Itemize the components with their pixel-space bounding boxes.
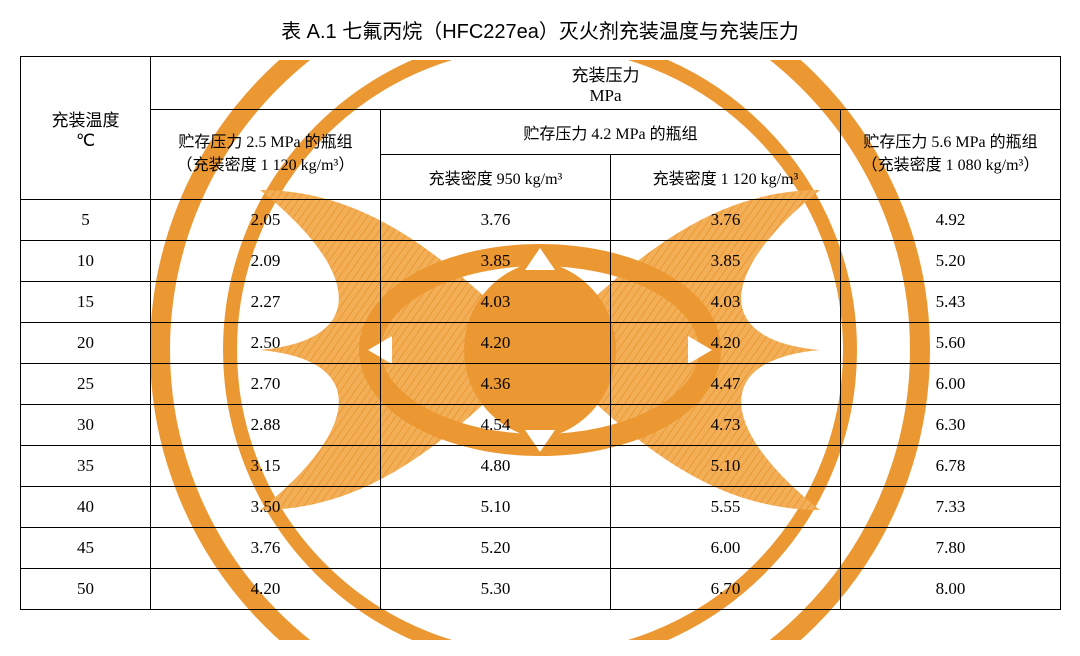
cell-p42-950: 3.76 (381, 200, 611, 241)
cell-p25: 2.09 (151, 241, 381, 282)
hdr-col3: 贮存压力 5.6 MPa 的瓶组 （充装密度 1 080 kg/m³） (841, 110, 1061, 200)
cell-p42-1120: 4.73 (611, 405, 841, 446)
cell-p25: 4.20 (151, 569, 381, 610)
cell-temp: 30 (21, 405, 151, 446)
cell-p42-950: 4.03 (381, 282, 611, 323)
table-row: 504.205.306.708.00 (21, 569, 1061, 610)
cell-p56: 5.20 (841, 241, 1061, 282)
table-row: 453.765.206.007.80 (21, 528, 1061, 569)
cell-p42-950: 5.20 (381, 528, 611, 569)
hdr-col1-l1: 贮存压力 2.5 MPa 的瓶组 (151, 132, 380, 154)
cell-temp: 50 (21, 569, 151, 610)
cell-p56: 5.60 (841, 323, 1061, 364)
cell-p25: 2.70 (151, 364, 381, 405)
cell-temp: 15 (21, 282, 151, 323)
hdr-col1: 贮存压力 2.5 MPa 的瓶组 （充装密度 1 120 kg/m³） (151, 110, 381, 200)
table-row: 302.884.544.736.30 (21, 405, 1061, 446)
cell-p42-1120: 3.85 (611, 241, 841, 282)
hdr-col2a: 充装密度 950 kg/m³ (381, 155, 611, 200)
cell-p42-1120: 3.76 (611, 200, 841, 241)
cell-temp: 10 (21, 241, 151, 282)
cell-p42-950: 4.20 (381, 323, 611, 364)
table-row: 353.154.805.106.78 (21, 446, 1061, 487)
table-row: 102.093.853.855.20 (21, 241, 1061, 282)
hdr-col1-l2: （充装密度 1 120 kg/m³） (151, 155, 380, 177)
cell-p25: 2.50 (151, 323, 381, 364)
table-row: 252.704.364.476.00 (21, 364, 1061, 405)
cell-temp: 5 (21, 200, 151, 241)
cell-p25: 2.88 (151, 405, 381, 446)
table-row: 403.505.105.557.33 (21, 487, 1061, 528)
cell-p25: 3.76 (151, 528, 381, 569)
hdr-press: 充装压力 MPa (151, 57, 1061, 110)
hdr-col2b: 充装密度 1 120 kg/m³ (611, 155, 841, 200)
cell-temp: 25 (21, 364, 151, 405)
cell-p42-1120: 4.03 (611, 282, 841, 323)
cell-p25: 2.05 (151, 200, 381, 241)
cell-p42-950: 5.10 (381, 487, 611, 528)
cell-p42-1120: 6.00 (611, 528, 841, 569)
hdr-press-label: 充装压力 (151, 61, 1060, 86)
cell-p25: 3.15 (151, 446, 381, 487)
cell-temp: 20 (21, 323, 151, 364)
cell-p56: 6.78 (841, 446, 1061, 487)
hdr-col3-l1: 贮存压力 5.6 MPa 的瓶组 (841, 132, 1060, 154)
cell-temp: 35 (21, 446, 151, 487)
table-row: 202.504.204.205.60 (21, 323, 1061, 364)
cell-p42-950: 5.30 (381, 569, 611, 610)
cell-p42-950: 4.36 (381, 364, 611, 405)
cell-p56: 7.80 (841, 528, 1061, 569)
cell-temp: 40 (21, 487, 151, 528)
pressure-table: 充装温度 ℃ 充装压力 MPa 贮存压力 2.5 MPa 的瓶组 （充装密度 1… (20, 56, 1061, 610)
cell-p56: 8.00 (841, 569, 1061, 610)
table-body: 52.053.763.764.92102.093.853.855.20152.2… (21, 200, 1061, 610)
table-title: 表 A.1 七氟丙烷（HFC227ea）灭火剂充装温度与充装压力 (0, 0, 1080, 56)
cell-p56: 5.43 (841, 282, 1061, 323)
hdr-temp-unit: ℃ (21, 131, 150, 151)
hdr-temp-label: 充装温度 (21, 106, 150, 131)
hdr-temp: 充装温度 ℃ (21, 57, 151, 200)
cell-p56: 6.30 (841, 405, 1061, 446)
cell-p56: 4.92 (841, 200, 1061, 241)
cell-p42-950: 4.54 (381, 405, 611, 446)
cell-p25: 2.27 (151, 282, 381, 323)
table-row: 52.053.763.764.92 (21, 200, 1061, 241)
hdr-col2-span: 贮存压力 4.2 MPa 的瓶组 (381, 110, 841, 155)
cell-p42-950: 4.80 (381, 446, 611, 487)
table-row: 152.274.034.035.43 (21, 282, 1061, 323)
cell-p42-1120: 5.55 (611, 487, 841, 528)
hdr-col3-l2: （充装密度 1 080 kg/m³） (841, 155, 1060, 177)
cell-p42-1120: 5.10 (611, 446, 841, 487)
cell-p56: 7.33 (841, 487, 1061, 528)
cell-temp: 45 (21, 528, 151, 569)
cell-p42-1120: 4.20 (611, 323, 841, 364)
cell-p42-1120: 4.47 (611, 364, 841, 405)
cell-p42-950: 3.85 (381, 241, 611, 282)
cell-p56: 6.00 (841, 364, 1061, 405)
cell-p42-1120: 6.70 (611, 569, 841, 610)
table-container: 充装温度 ℃ 充装压力 MPa 贮存压力 2.5 MPa 的瓶组 （充装密度 1… (20, 56, 1060, 610)
cell-p25: 3.50 (151, 487, 381, 528)
hdr-press-unit: MPa (151, 86, 1060, 106)
